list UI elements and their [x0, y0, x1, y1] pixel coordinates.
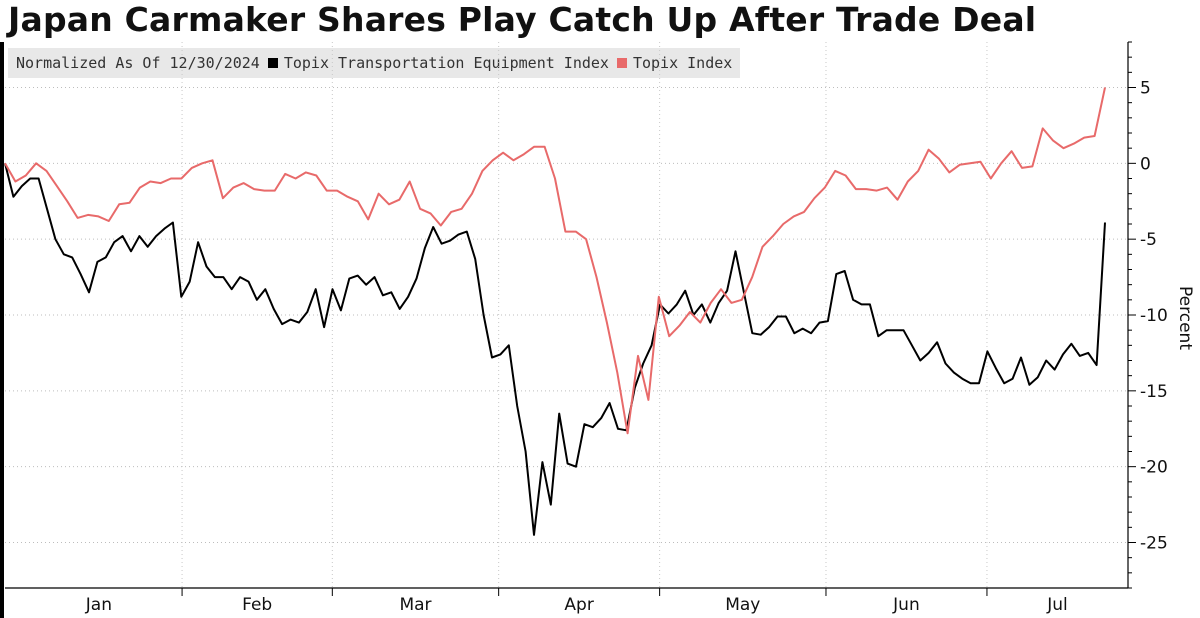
legend-label-topix: Topix Index: [632, 54, 733, 72]
left-rule: [0, 42, 4, 618]
y-tick-label: -20: [1140, 458, 1168, 478]
legend-note: Normalized As Of 12/30/2024: [16, 54, 260, 72]
legend-note-text: Normalized As Of 12/30/2024: [16, 54, 260, 72]
chart-title: Japan Carmaker Shares Play Catch Up Afte…: [8, 0, 1037, 39]
legend-item-transport: Topix Transportation Equipment Index: [267, 54, 609, 72]
legend: Normalized As Of 12/30/2024 Topix Transp…: [8, 48, 741, 78]
y-tick-label: -5: [1140, 230, 1157, 250]
y-axis-label: Percent: [1175, 286, 1195, 350]
y-tick-label: -15: [1140, 382, 1168, 402]
x-tick-label: Jan: [85, 595, 112, 615]
series-lines: [4, 87, 1106, 536]
y-tick-label: 5: [1140, 79, 1151, 99]
x-tick-label: Jun: [892, 595, 920, 615]
x-tick-label: Mar: [399, 595, 431, 615]
y-tick-label: -10: [1140, 306, 1168, 326]
x-axis: Jan Feb Mar Apr May Jun Jul: [5, 587, 1128, 615]
x-tick-label: May: [725, 595, 760, 615]
x-tick-label: Jul: [1046, 595, 1068, 615]
y-tick-label: -25: [1140, 534, 1168, 554]
x-tick-label: Apr: [564, 595, 593, 615]
series-line-transport: [4, 163, 1106, 536]
legend-item-topix: Topix Index: [616, 54, 733, 72]
y-tick-label: 0: [1140, 154, 1151, 174]
legend-swatch-topix: [616, 58, 627, 68]
y-axis: 5 0 -5 -10 -15 -20 -25: [1127, 41, 1168, 589]
x-tick-label: Feb: [242, 595, 272, 615]
legend-swatch-transport: [267, 58, 278, 68]
series-line-topix: [4, 87, 1106, 435]
legend-label-transport: Topix Transportation Equipment Index: [283, 54, 609, 72]
gridlines: [5, 42, 1128, 588]
